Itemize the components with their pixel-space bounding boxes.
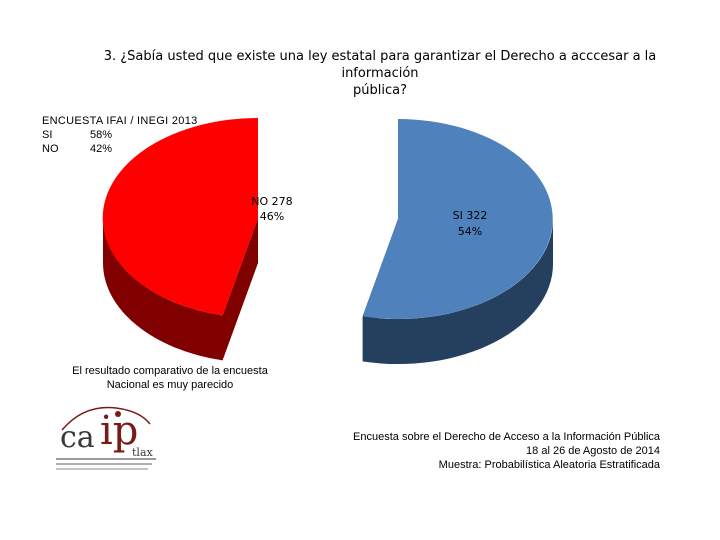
- reference-label: SI: [42, 129, 53, 141]
- pie-slice-si-top: [362, 119, 553, 319]
- pie-slice-no: NO 278 46%: [102, 117, 293, 361]
- footer-line-2: 18 al 26 de Agosto de 2014: [526, 445, 660, 457]
- logo-text-ip: ip: [100, 408, 139, 454]
- chart-title-line-1: 3. ¿Sabía usted que existe una ley estat…: [103, 49, 657, 81]
- reference-label: NO: [42, 143, 59, 155]
- logo-text-tlax: tlax: [132, 446, 153, 459]
- comparison-note: El resultado comparativo de la encuesta …: [40, 364, 300, 392]
- comparison-note-line-1: El resultado comparativo de la encuesta: [72, 365, 268, 377]
- caip-logo: ca ip tlax: [54, 402, 164, 474]
- chart-title-line-2: pública?: [353, 83, 407, 98]
- footer-line-1: Encuesta sobre el Derecho de Acceso a la…: [353, 431, 660, 443]
- footer-line-3: Muestra: Probabilística Aleatoria Estrat…: [438, 459, 660, 471]
- reference-row-si: SI 58%: [42, 128, 198, 142]
- pie-slice-no-label-count: NO 278: [251, 195, 292, 208]
- pie-slice-si-label-count: SI 322: [453, 209, 488, 222]
- reference-survey-block: ENCUESTA IFAI / INEGI 2013 SI 58% NO 42%: [42, 114, 198, 156]
- reference-value: 42%: [90, 143, 113, 155]
- reference-value: 58%: [90, 129, 113, 141]
- logo-text-ca: ca: [60, 420, 95, 455]
- reference-heading: ENCUESTA IFAI / INEGI 2013: [42, 115, 198, 127]
- chart-title: 3. ¿Sabía usted que existe una ley estat…: [80, 48, 680, 99]
- pie-slice-si-label-percent: 54%: [458, 225, 482, 238]
- pie-slice-no-top: [102, 117, 258, 316]
- pie-slice-si-side: [362, 219, 553, 365]
- pie-slice-no-label-percent: 46%: [260, 210, 284, 223]
- reference-row-no: NO 42%: [42, 142, 198, 156]
- survey-footer: Encuesta sobre el Derecho de Acceso a la…: [353, 430, 660, 472]
- pie-slice-si: SI 322 54%: [362, 119, 553, 365]
- comparison-note-line-2: Nacional es muy parecido: [106, 379, 234, 391]
- pie-slice-no-side: [102, 218, 258, 361]
